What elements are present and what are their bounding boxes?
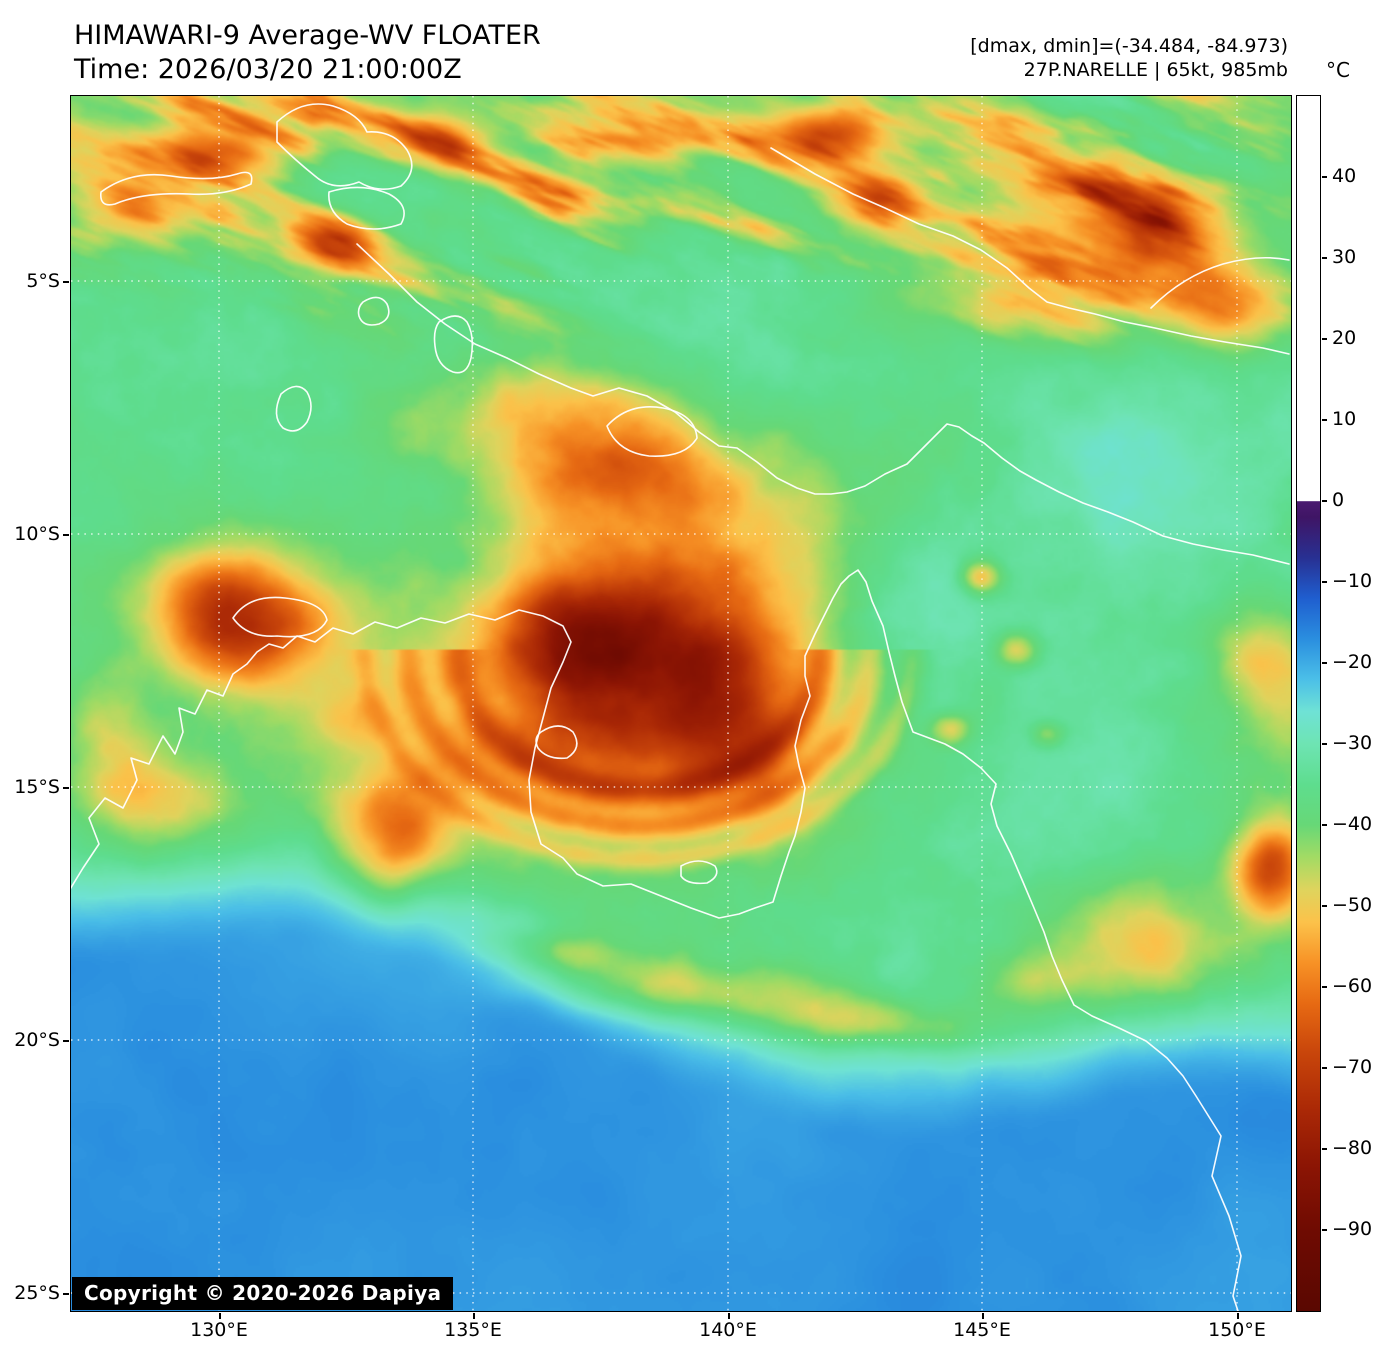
colorbar-tick-label: 20 <box>1332 327 1357 349</box>
colorbar-tick-label: −10 <box>1332 570 1373 592</box>
coastline-birds-head <box>276 103 413 190</box>
coastlines <box>71 103 1290 1311</box>
y-axis-tick <box>63 787 69 789</box>
product-title: HIMAWARI-9 Average-WV FLOATER <box>74 20 541 51</box>
lat-tick-label: 5°S <box>26 270 60 292</box>
coastline-australia <box>71 569 1242 1311</box>
y-axis-tick <box>63 281 69 283</box>
coastline-new-britain <box>1150 256 1290 309</box>
x-axis-tick <box>473 1313 475 1319</box>
colorbar-tick <box>1322 500 1327 502</box>
colorbar-tick <box>1322 824 1327 826</box>
colorbar-tick-label: −20 <box>1332 651 1373 673</box>
x-axis-tick <box>728 1313 730 1319</box>
lat-tick-label: 15°S <box>14 776 60 798</box>
y-axis-tick <box>63 1293 69 1295</box>
lat-tick-label: 10°S <box>14 523 60 545</box>
colorbar-tick-label: 40 <box>1332 165 1357 187</box>
colorbar-tick <box>1322 1229 1327 1231</box>
x-axis-tick <box>219 1313 221 1319</box>
coastline-tiwi-islands <box>232 596 328 638</box>
colorbar-tick-label: 30 <box>1332 246 1357 268</box>
wv-imagery-canvas <box>71 96 1291 1311</box>
colorbar-tick-label: −70 <box>1332 1056 1373 1078</box>
header: HIMAWARI-9 Average-WV FLOATER Time: 2026… <box>74 20 541 86</box>
colorbar-unit-label: °C <box>1326 58 1350 82</box>
grid-lines <box>71 96 1291 1311</box>
lon-tick-label: 135°E <box>444 1319 502 1341</box>
annotations: [dmax, dmin]=(-34.484, -84.973) 27P.NARE… <box>970 34 1288 82</box>
colorbar-tick <box>1322 338 1327 340</box>
colorbar-tick-label: −50 <box>1332 894 1373 916</box>
x-axis-tick <box>1237 1313 1239 1319</box>
lat-tick-label: 25°S <box>14 1282 60 1304</box>
lat-tick-label: 20°S <box>14 1029 60 1051</box>
colorbar-tick-label: −90 <box>1332 1218 1373 1240</box>
colorbar-tick <box>1322 419 1327 421</box>
coastline-aru-islands <box>433 315 474 374</box>
lon-tick-label: 145°E <box>953 1319 1011 1341</box>
colorbar-tick-label: 0 <box>1332 489 1345 511</box>
y-axis-tick <box>63 534 69 536</box>
lon-tick-label: 140°E <box>699 1319 757 1341</box>
colorbar-tick <box>1322 662 1327 664</box>
lon-tick-label: 150°E <box>1208 1319 1266 1341</box>
colorbar-tick-label: −80 <box>1332 1137 1373 1159</box>
colorbar <box>1296 95 1321 1312</box>
colorbar-tick-label: 10 <box>1332 408 1357 430</box>
colorbar-tick <box>1322 176 1327 178</box>
colorbar-tick <box>1322 1067 1327 1069</box>
colorbar-tick <box>1322 905 1327 907</box>
colorbar-tick <box>1322 1148 1327 1150</box>
coastline-dolak-island <box>606 406 698 457</box>
colorbar-tick <box>1322 257 1327 259</box>
timestamp: Time: 2026/03/20 21:00:00Z <box>74 54 462 85</box>
colorbar-tick <box>1322 743 1327 745</box>
x-axis-tick <box>982 1313 984 1319</box>
y-axis-tick <box>63 1040 69 1042</box>
coastline-new-guinea-north <box>770 147 1290 355</box>
coastline-groote-eylandt <box>535 725 578 760</box>
colorbar-tick <box>1322 581 1327 583</box>
lon-tick-label: 130°E <box>190 1319 248 1341</box>
storm-annotation: 27P.NARELLE | 65kt, 985mb <box>1023 59 1288 81</box>
copyright-badge: Copyright © 2020-2026 Dapiya <box>72 1277 454 1310</box>
satellite-map: Copyright © 2020-2026 Dapiya <box>70 95 1292 1312</box>
colorbar-tick-label: −60 <box>1332 975 1373 997</box>
dmax-dmin-annotation: [dmax, dmin]=(-34.484, -84.973) <box>970 35 1288 57</box>
coastline-tanimbar <box>275 385 312 432</box>
colorbar-tick-label: −30 <box>1332 732 1373 754</box>
coastline-seram <box>99 171 253 206</box>
coastline-mornington <box>680 860 718 885</box>
coastline-bomberai <box>328 186 405 230</box>
colorbar-gradient <box>1297 96 1320 1311</box>
colorbar-tick-label: −40 <box>1332 813 1373 835</box>
coastline-new-guinea-south <box>356 243 1290 565</box>
map-overlay <box>71 96 1291 1311</box>
coastline-kai-islands <box>357 296 390 326</box>
colorbar-tick <box>1322 986 1327 988</box>
